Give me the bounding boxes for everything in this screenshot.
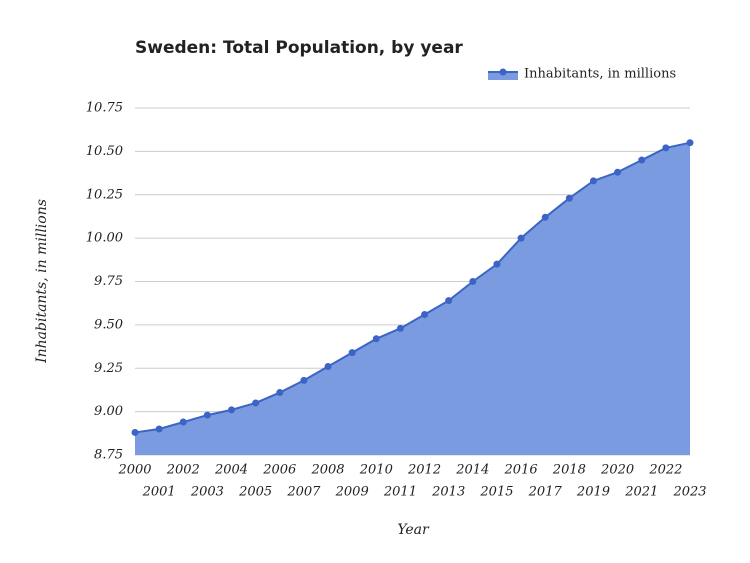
marker [421,310,429,318]
x-tick-label: 2004 [214,463,248,478]
marker [686,139,694,147]
x-tick-label: 2016 [504,463,538,478]
marker [662,144,670,152]
chart-title: Sweden: Total Population, by year [135,38,463,58]
x-axis-title: Year [397,522,430,538]
x-tick-label: 2013 [431,485,465,500]
x-tick-label: 2005 [238,485,272,500]
x-tick-label: 2010 [359,463,393,478]
x-tick-label: 2020 [600,463,634,478]
x-tick-label: 2011 [383,485,417,500]
x-tick-label: 2014 [455,463,489,478]
marker [228,406,236,414]
marker [155,425,163,433]
x-tick-label: 2003 [190,485,224,500]
marker [252,399,260,407]
marker [614,168,622,176]
x-tick-label: 2008 [310,463,344,478]
marker [517,234,525,242]
marker [445,297,453,305]
y-tick-label: 9.75 [94,274,123,289]
marker [372,335,380,343]
x-tick-label: 2019 [576,485,610,500]
y-tick-label: 10.50 [86,144,123,159]
marker [276,389,284,397]
y-tick-label: 10.75 [86,101,123,116]
y-tick-label: 9.00 [94,404,123,419]
y-tick-label: 9.50 [94,317,123,332]
legend-swatch [488,72,518,80]
marker [638,156,646,164]
x-tick-label: 2012 [407,463,441,478]
marker [469,278,477,285]
y-tick-label: 10.00 [86,231,123,246]
marker [300,376,308,384]
legend-marker [499,68,507,76]
x-tick-label: 2015 [479,485,513,500]
x-tick-label: 2021 [624,485,658,500]
marker [131,428,139,436]
y-tick-label: 8.75 [94,448,123,463]
x-tick-label: 2023 [672,485,706,500]
marker [324,363,332,371]
marker [348,349,356,357]
x-tick-label: 2007 [286,485,321,500]
x-tick-label: 2002 [166,463,200,478]
marker [565,194,573,202]
legend-label: Inhabitants, in millions [524,67,676,82]
line [134,141,691,434]
marker [203,411,211,419]
area [135,142,690,455]
x-tick-label: 2022 [648,463,682,478]
marker [541,213,549,221]
x-tick-label: 2001 [142,485,176,500]
y-axis-title: Inhabitants, in millions [34,199,50,364]
x-tick-label: 2017 [528,485,563,500]
y-tick-label: 9.25 [94,361,123,376]
marker [589,177,597,185]
marker [179,418,187,426]
y-tick-label: 10.25 [86,187,123,202]
marker [396,324,404,332]
x-tick-label: 2000 [117,463,151,478]
x-tick-label: 2018 [552,463,586,478]
marker [493,260,501,268]
x-tick-label: 2009 [335,485,369,500]
x-tick-label: 2006 [262,463,296,478]
